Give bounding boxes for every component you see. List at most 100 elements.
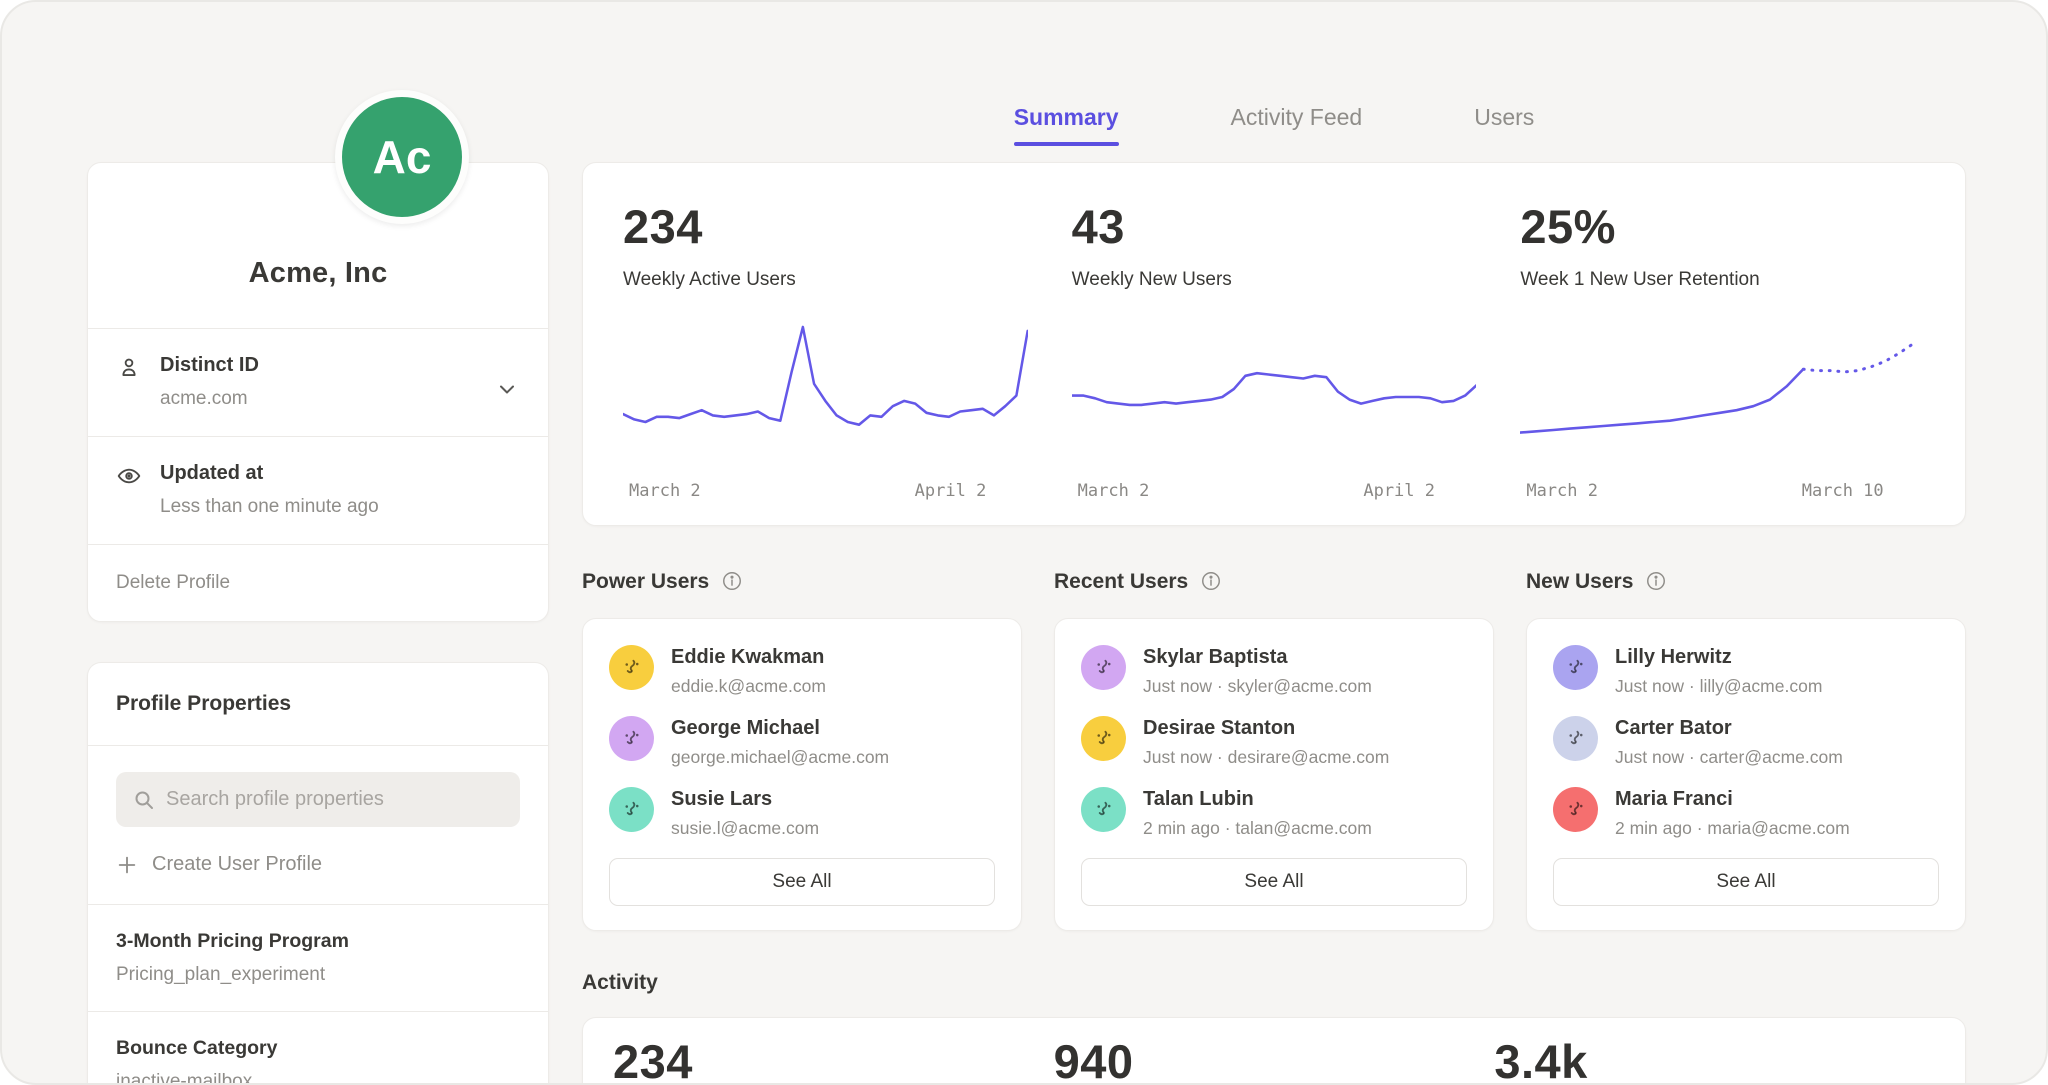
eye-icon [116, 462, 144, 494]
x-axis-tick: March 10 [1802, 481, 1884, 501]
updated-at-label: Updated at [160, 462, 379, 485]
x-axis-tick: March 2 [1078, 481, 1150, 501]
property-name: 3-Month Pricing Program [116, 930, 520, 953]
property-value: inactive-mailbox [116, 1071, 520, 1085]
user-row[interactable]: Susie Lars susie.l@acme.com [609, 787, 995, 839]
search-icon [132, 788, 156, 812]
info-icon[interactable] [720, 570, 744, 594]
user-row[interactable]: Desirae Stanton Just now · desirare@acme… [1081, 716, 1467, 768]
user-row[interactable]: Eddie Kwakman eddie.k@acme.com [609, 645, 995, 697]
tab-bar: Summary Activity Feed Users [582, 2, 1966, 146]
metric-label: Weekly New Users [1072, 269, 1477, 291]
chevron-down-icon[interactable] [494, 377, 520, 403]
user-row[interactable]: Lilly Herwitz Just now · lilly@acme.com [1553, 645, 1939, 697]
profile-properties-card: Profile Properties Create User Profile 3… [87, 662, 549, 1085]
x-axis-tick: March 2 [1526, 481, 1598, 501]
avatar-face-icon [1090, 725, 1118, 753]
plus-icon [116, 854, 138, 876]
profile-properties-search [116, 772, 520, 827]
distinct-id-row: Distinct ID acme.com [88, 329, 548, 436]
divider [88, 745, 548, 746]
power-users-card: Eddie Kwakman eddie.k@acme.com Geo [582, 618, 1022, 931]
person-icon [116, 354, 144, 386]
property-value: Pricing_plan_experiment [116, 964, 520, 986]
user-name: George Michael [671, 717, 889, 740]
user-subtitle: 2 min ago · talan@acme.com [1143, 818, 1372, 839]
x-axis-tick: March 2 [629, 481, 701, 501]
company-avatar: Ac [335, 90, 469, 224]
user-subtitle: eddie.k@acme.com [671, 676, 826, 697]
updated-at-row: Updated at Less than one minute ago [88, 437, 548, 544]
info-icon[interactable] [1644, 570, 1668, 594]
avatar [609, 716, 654, 761]
activity-metric-value: 940 [1054, 1034, 1495, 1085]
avatar-face-icon [618, 654, 646, 682]
app-window: Ac Acme, Inc Distinct ID acme.com [0, 0, 2048, 1085]
user-subtitle: Just now · desirare@acme.com [1143, 747, 1389, 768]
metric-label: Week 1 New User Retention [1520, 269, 1925, 291]
avatar-face-icon [1090, 654, 1118, 682]
see-all-button[interactable]: See All [609, 858, 995, 906]
chart-x-axis: March 2 April 2 [623, 477, 1028, 501]
see-all-button[interactable]: See All [1081, 858, 1467, 906]
activity-title: Activity [582, 971, 1966, 995]
user-subtitle: george.michael@acme.com [671, 747, 889, 768]
activity-metric-value: 3.4k [1494, 1034, 1935, 1085]
chart-x-axis: March 2 April 2 [1072, 477, 1477, 501]
updated-at-value: Less than one minute ago [160, 496, 379, 518]
property-name: Bounce Category [116, 1037, 520, 1060]
property-row[interactable]: 3-Month Pricing Program Pricing_plan_exp… [88, 905, 548, 1011]
delete-profile-button[interactable]: Delete Profile [88, 545, 548, 621]
user-name: Carter Bator [1615, 717, 1843, 740]
profile-sidebar: Ac Acme, Inc Distinct ID acme.com [87, 2, 549, 1085]
avatar [1081, 787, 1126, 832]
recent-users-card: Skylar Baptista Just now · skyler@acme.c… [1054, 618, 1494, 931]
user-subtitle: susie.l@acme.com [671, 818, 819, 839]
user-name: Maria Franci [1615, 788, 1850, 811]
create-user-profile-button[interactable]: Create User Profile [88, 827, 548, 904]
avatar-face-icon [1562, 654, 1590, 682]
info-icon[interactable] [1199, 570, 1223, 594]
user-row[interactable]: Carter Bator Just now · carter@acme.com [1553, 716, 1939, 768]
create-user-profile-label: Create User Profile [152, 853, 322, 876]
avatar-face-icon [618, 796, 646, 824]
avatar [1081, 716, 1126, 761]
tab-activity-feed[interactable]: Activity Feed [1231, 104, 1363, 146]
distinct-id-label: Distinct ID [160, 354, 259, 377]
avatar-face-icon [618, 725, 646, 753]
user-name: Eddie Kwakman [671, 646, 826, 669]
user-row[interactable]: George Michael george.michael@acme.com [609, 716, 995, 768]
recent-users-title: Recent Users [1054, 570, 1188, 594]
company-identity-card: Acme, Inc Distinct ID acme.com [87, 162, 549, 622]
avatar [1553, 787, 1598, 832]
avatar-face-icon [1562, 796, 1590, 824]
avatar [1553, 716, 1598, 761]
see-all-button[interactable]: See All [1553, 858, 1939, 906]
user-subtitle: Just now · lilly@acme.com [1615, 676, 1822, 697]
user-subtitle: 2 min ago · maria@acme.com [1615, 818, 1850, 839]
property-row[interactable]: Bounce Category inactive-mailbox [88, 1012, 548, 1085]
user-row[interactable]: Maria Franci 2 min ago · maria@acme.com [1553, 787, 1939, 839]
chart-x-axis: March 2 March 10 [1520, 477, 1925, 501]
new-users-title: New Users [1526, 570, 1633, 594]
user-row[interactable]: Skylar Baptista Just now · skyler@acme.c… [1081, 645, 1467, 697]
user-sections: Power Users [582, 570, 1966, 931]
retention-chart [1520, 307, 1925, 477]
weekly-active-users-chart [623, 307, 1028, 477]
avatar-face-icon [1090, 796, 1118, 824]
profile-properties-title: Profile Properties [88, 663, 548, 745]
distinct-id-value: acme.com [160, 388, 259, 410]
main-content: Summary Activity Feed Users 234 Weekly A… [582, 2, 1966, 1085]
avatar [1553, 645, 1598, 690]
user-name: Desirae Stanton [1143, 717, 1389, 740]
power-users-title: Power Users [582, 570, 709, 594]
tab-summary[interactable]: Summary [1014, 104, 1119, 146]
user-name: Talan Lubin [1143, 788, 1372, 811]
power-users-section: Power Users [582, 570, 1022, 931]
user-row[interactable]: Talan Lubin 2 min ago · talan@acme.com [1081, 787, 1467, 839]
search-input[interactable] [166, 788, 504, 811]
metric-weekly-new-users: 43 Weekly New Users March 2 April 2 [1072, 199, 1477, 501]
tab-users[interactable]: Users [1474, 104, 1534, 146]
user-name: Susie Lars [671, 788, 819, 811]
avatar [609, 645, 654, 690]
